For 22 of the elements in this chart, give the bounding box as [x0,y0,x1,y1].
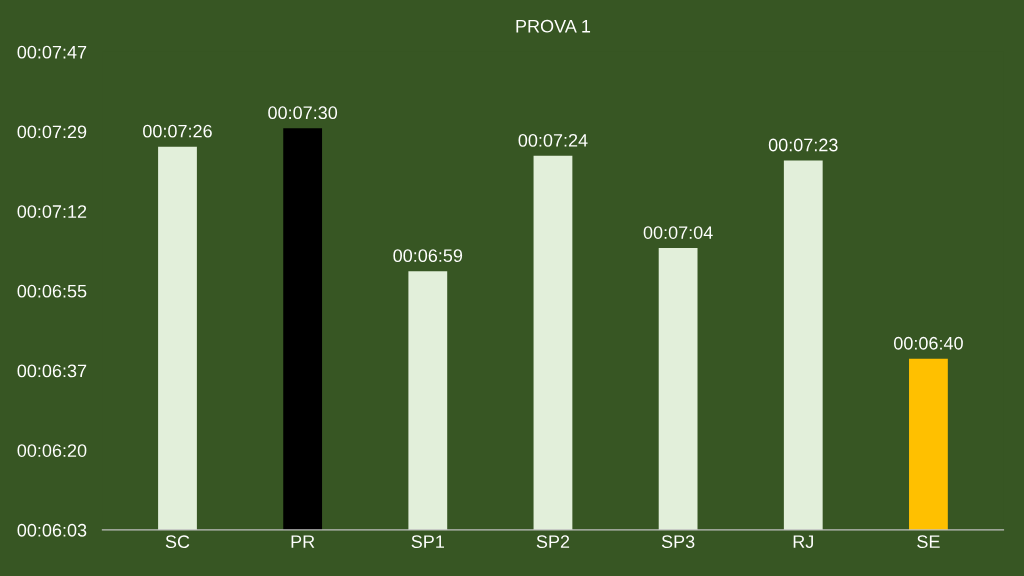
chart-title: PROVA 1 [516,19,591,33]
data-label: 00:07:26 [143,124,212,138]
data-label: 00:06:40 [893,336,963,350]
y-tick-label: 00:07:12 [17,205,87,218]
x-tick-label: SC [165,535,190,549]
y-tick-label: 00:06:55 [17,284,87,298]
y-tick-label: 00:06:03 [17,523,87,537]
y-tick-label: 00:06:20 [17,444,87,457]
x-tick-label: SP2 [536,535,570,549]
x-tick-label: PR [291,535,315,548]
x-tick-label: SE [917,535,940,549]
data-label: 00:07:04 [643,226,713,239]
y-tick-label: 00:07:47 [17,45,87,59]
x-tick-label: SP1 [411,535,444,549]
x-tick-label: SP3 [661,535,695,549]
x-tick-label: RJ [793,535,813,549]
data-label: 00:06:59 [393,249,463,263]
data-label: 00:07:24 [518,133,588,147]
y-tick-label: 00:07:29 [17,125,87,139]
y-tick-label: 00:06:37 [17,364,87,378]
data-label: 00:07:30 [268,106,338,120]
data-label: 00:07:23 [768,138,838,152]
